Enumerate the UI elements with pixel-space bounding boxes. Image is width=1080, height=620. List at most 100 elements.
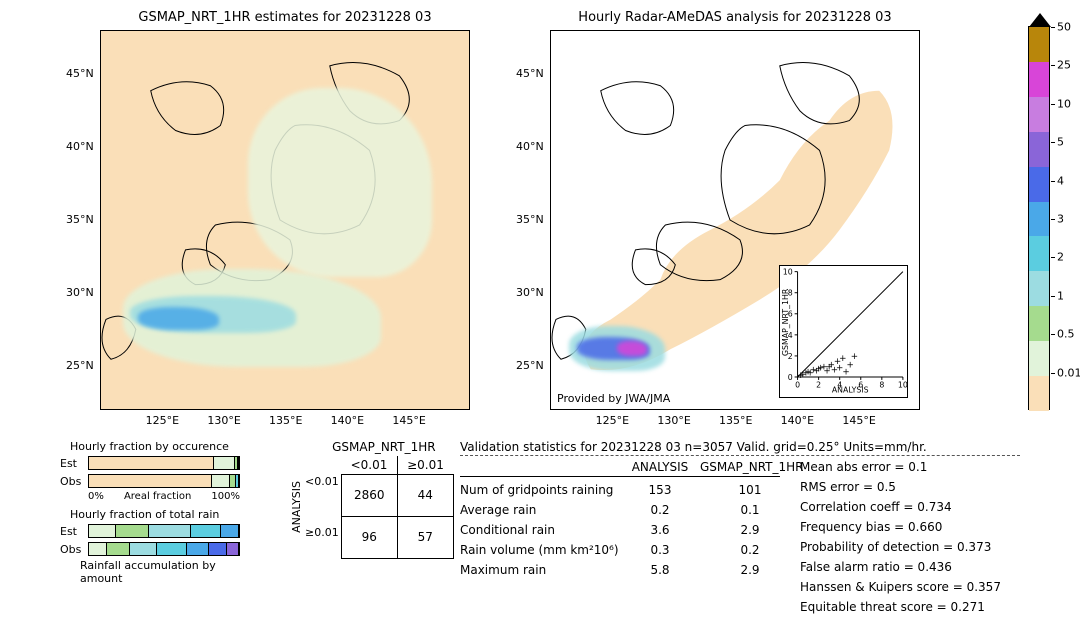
fraction-segment [130, 543, 157, 555]
map2-attribution: Provided by JWA/JMA [557, 392, 670, 405]
fraction-segment [236, 475, 239, 487]
contingency-cell-10: 96 [341, 516, 397, 558]
colorbar-tick: 3 [1057, 213, 1064, 226]
x-tick: 140°E [781, 414, 814, 427]
svg-text:10: 10 [898, 381, 907, 390]
stats-colh-2: GSMAP_NRT_1HR [700, 460, 800, 474]
fraction-occurrence-axis: 0% Areal fraction 100% [88, 491, 240, 502]
fraction-segment [238, 457, 240, 469]
fraction-row-label: Est [60, 525, 88, 538]
precip-band [138, 307, 219, 330]
x-tick: 130°E [657, 414, 690, 427]
contingency-collabel-1: ≥0.01 [397, 456, 453, 474]
fraction-segment [227, 543, 239, 555]
map2-title: Hourly Radar-AMeDAS analysis for 2023122… [550, 10, 920, 25]
colorbar-segment [1029, 236, 1049, 271]
fraction-row-label: Obs [60, 543, 88, 556]
stats-colh-1: ANALYSIS [620, 460, 700, 474]
svg-text:+: + [839, 354, 846, 364]
stats-row: Conditional rain3.62.9 [460, 523, 800, 537]
fraction-occurrence-title: Hourly fraction by occurence [70, 440, 240, 453]
x-tick: 125°E [596, 414, 629, 427]
x-tick: 135°E [719, 414, 752, 427]
colorbar-tick: 4 [1057, 174, 1064, 187]
contingency-cell-11: 57 [397, 516, 453, 558]
stats-metrics: Mean abs error = 0.1RMS error = 0.5Corre… [800, 460, 1020, 620]
y-tick: 25°N [66, 359, 94, 372]
scatter-inset: 00224466881010++++++++++++++++++++ANALYS… [779, 265, 908, 397]
stats-title: Validation statistics for 20231228 03 n=… [460, 440, 1020, 454]
colorbar-segment [1029, 97, 1049, 132]
fraction-segment [116, 525, 149, 537]
frac-axis-left: 0% [88, 491, 104, 502]
fraction-segment [212, 475, 230, 487]
fraction-segment [107, 543, 130, 555]
fraction-segment [187, 543, 210, 555]
y-tick: 30°N [516, 286, 544, 299]
stats-metric-line: Hanssen & Kuipers score = 0.357 [800, 580, 1020, 594]
y-tick: 30°N [66, 286, 94, 299]
fraction-segment [149, 525, 191, 537]
y-tick: 35°N [66, 213, 94, 226]
colorbar-tick: 1 [1057, 289, 1064, 302]
fraction-segment [89, 457, 214, 469]
fraction-segment [191, 525, 221, 537]
colorbar-tick: 50 [1057, 21, 1071, 34]
colorbar-tick: 0.5 [1057, 328, 1075, 341]
fraction-bar [88, 474, 240, 488]
y-tick: 40°N [516, 140, 544, 153]
fraction-segment [221, 525, 239, 537]
contingency-cell-01: 44 [397, 474, 453, 516]
y-tick: 45°N [66, 67, 94, 80]
colorbar-segment [1029, 306, 1049, 341]
contingency-row-title: ANALYSIS [290, 481, 303, 533]
fraction-segment [214, 457, 235, 469]
colorbar-tick: 0.01 [1057, 366, 1080, 379]
svg-text:ANALYSIS: ANALYSIS [832, 386, 869, 395]
colorbar-segment [1029, 62, 1049, 97]
svg-text:0: 0 [788, 373, 793, 382]
fraction-bars-block: Hourly fraction by occurence Est Obs 0% A… [60, 440, 240, 587]
colorbar-segment [1029, 132, 1049, 167]
colorbar-tick: 5 [1057, 136, 1064, 149]
x-tick: 145°E [842, 414, 875, 427]
stats-row: Average rain0.20.1 [460, 503, 800, 517]
fraction-bar [88, 542, 240, 556]
colorbar-segment [1029, 271, 1049, 306]
contingency-col-title: GSMAP_NRT_1HR [314, 440, 454, 454]
precip-band [248, 88, 432, 277]
figure-container: GSMAP_NRT_1HR estimates for 20231228 03 … [0, 0, 1080, 612]
fraction-total-title: Hourly fraction of total rain [70, 508, 240, 521]
colorbar-segment [1029, 376, 1049, 411]
x-tick: 135°E [269, 414, 302, 427]
fraction-row-label: Obs [60, 475, 88, 488]
fraction-segment [157, 543, 187, 555]
colorbar-segment [1029, 27, 1049, 62]
svg-text:GSMAP_NRT_1HR: GSMAP_NRT_1HR [781, 289, 790, 357]
svg-text:2: 2 [816, 381, 821, 390]
fraction-bar-row: Obs [60, 473, 240, 489]
fraction-segment [89, 543, 107, 555]
fraction-bar-row: Obs [60, 541, 240, 557]
stats-metric-line: Mean abs error = 0.1 [800, 460, 1020, 474]
stats-header: ANALYSIS GSMAP_NRT_1HR [460, 460, 800, 474]
fraction-total-footer: Rainfall accumulation by amount [80, 559, 240, 585]
svg-text:8: 8 [879, 381, 884, 390]
stats-panel: Validation statistics for 20231228 03 n=… [460, 440, 1020, 620]
contingency-rowlabel-0: <0.01 [305, 475, 339, 488]
contingency-table: <0.01 ≥0.01 2860 44 96 57 [341, 456, 454, 559]
frac-axis-right: 100% [211, 491, 240, 502]
colorbar-segment [1029, 167, 1049, 202]
fraction-bar-row: Est [60, 523, 240, 539]
colorbar-overflow-arrow [1029, 13, 1051, 27]
fraction-bar [88, 456, 240, 470]
stats-metric-line: RMS error = 0.5 [800, 480, 1020, 494]
contingency-collabel-0: <0.01 [341, 456, 397, 474]
fraction-segment [209, 543, 227, 555]
y-tick: 35°N [516, 213, 544, 226]
stats-metric-line: False alarm ratio = 0.436 [800, 560, 1020, 574]
stats-row: Maximum rain5.82.9 [460, 563, 800, 577]
x-tick: 130°E [207, 414, 240, 427]
x-tick: 125°E [146, 414, 179, 427]
colorbar-segment [1029, 202, 1049, 237]
